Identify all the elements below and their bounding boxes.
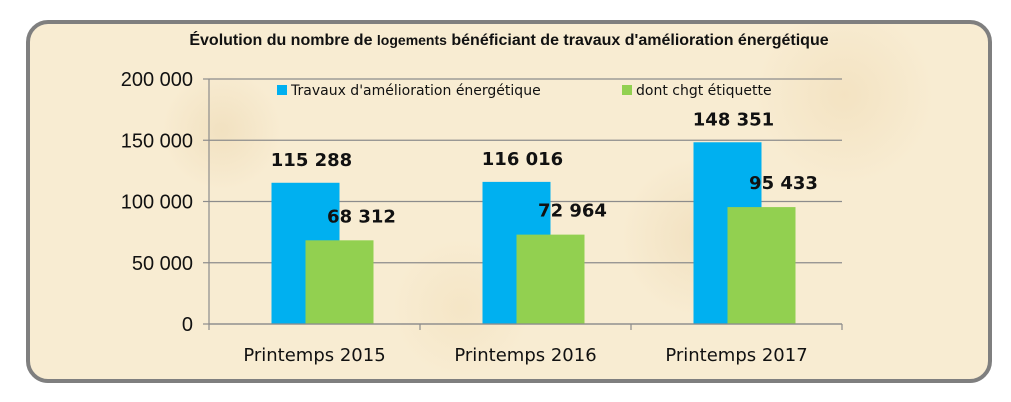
y-tick-label: 100 000 [121,192,193,214]
data-label: 72 964 [538,201,607,222]
y-tick-label: 150 000 [121,130,193,152]
chart-title-part-2: logements [376,32,447,48]
chart-title-part-3: bénéficiant de travaux d'amélioration én… [446,32,829,49]
chart-title: Évolution du nombre de logements bénéfic… [30,32,988,50]
data-label: 148 351 [693,109,774,130]
data-label: 115 288 [271,150,352,171]
legend-label: dont chgt étiquette [636,83,772,99]
bar-1-series-2 [305,240,374,324]
bar-3-series-2 [727,207,796,324]
data-label: 68 312 [327,206,396,227]
y-tick-label: 200 000 [121,69,193,91]
y-tick-label: 0 [182,314,193,336]
y-tick-label: 50 000 [132,253,193,275]
legend-swatch [277,85,287,95]
legend-swatch [622,85,632,95]
x-tick-label: Printemps 2017 [665,345,807,366]
legend-label: Travaux d'amélioration énergétique [290,83,541,99]
chart-title-part-1: Évolution du nombre de [189,32,377,49]
bar-2-series-2 [516,234,585,324]
x-tick-label: Printemps 2015 [243,345,385,366]
x-tick-label: Printemps 2016 [454,345,596,366]
data-label: 95 433 [749,173,818,194]
data-label: 116 016 [482,149,563,170]
